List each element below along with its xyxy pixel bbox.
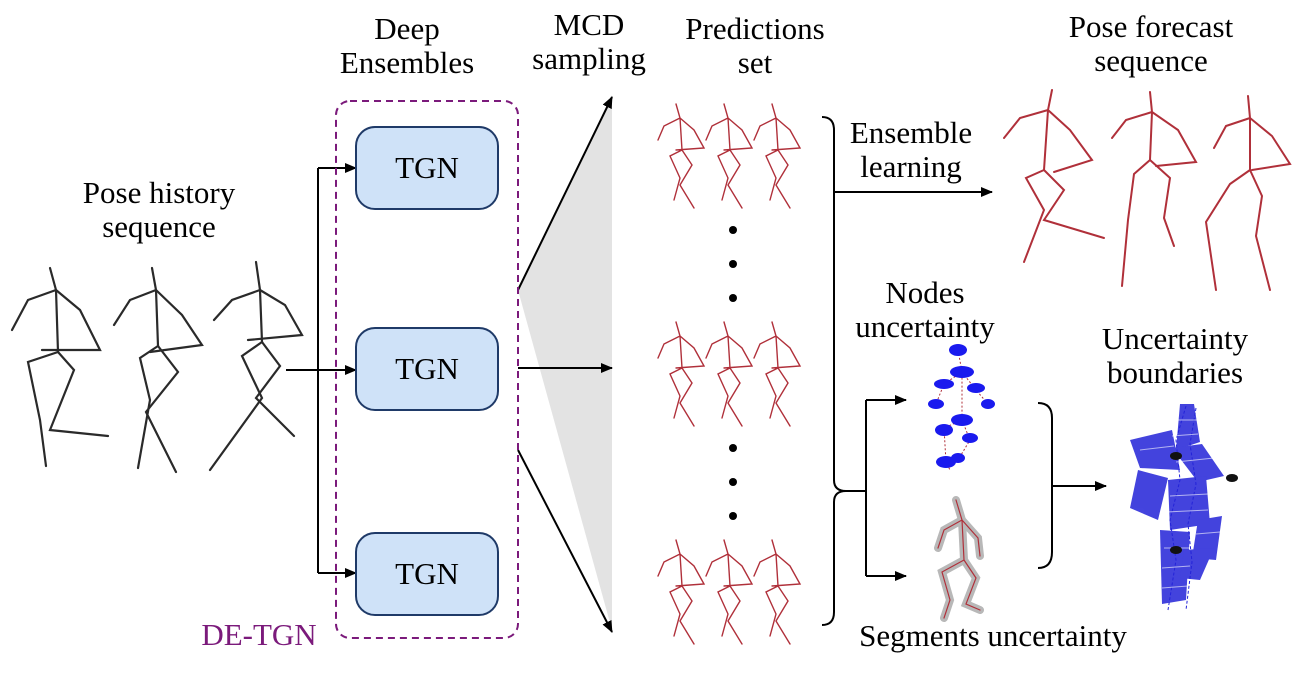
ellipsis-upper [729,226,737,302]
tgn-model-middle: TGN [355,327,499,411]
de-tgn-label: DE-TGN [201,617,317,652]
history-pose-3 [208,260,304,472]
uncertainty-boundaries-label: Uncertainty boundaries [1101,321,1249,390]
deep-ensembles-label: Deep Ensembles [339,11,475,80]
tgn-model-bottom: TGN [355,532,499,616]
uncertainty-bracket-icon [1037,402,1053,569]
pose-forecast-label: Pose forecast sequence [1068,9,1234,78]
forecast-pose-1 [1003,89,1105,263]
segments-uncertainty-graphic [934,496,984,622]
ensemble-box [335,100,519,639]
ellipsis-lower [729,444,737,520]
prediction-group-middle [657,321,802,427]
history-pose-1 [10,266,110,468]
pose-history-label: Pose history sequence [82,175,236,244]
predictions-set-label: Predictions set [685,11,825,80]
tgn-model-top: TGN [355,126,499,210]
ensemble-learning-label: Ensemble learning [849,115,973,184]
uncertainty-boundaries-graphic [1130,404,1238,611]
fan-arrow-top [517,96,613,291]
nodes-uncertainty-graphic [928,344,995,471]
forecast-pose-2 [1111,91,1198,287]
forecast-pose-3 [1204,95,1292,291]
prediction-group-top [657,103,802,209]
mcd-sampling-label: MCD sampling [532,7,646,76]
predictions-brace-icon [821,116,847,626]
sampling-fan [518,95,612,630]
prediction-group-bottom [657,539,802,645]
nodes-uncertainty-label: Nodes uncertainty [855,275,995,344]
history-pose-2 [112,266,204,474]
fan-arrow-bottom [517,449,613,633]
segments-uncertainty-label: Segments uncertainty [859,618,1127,653]
